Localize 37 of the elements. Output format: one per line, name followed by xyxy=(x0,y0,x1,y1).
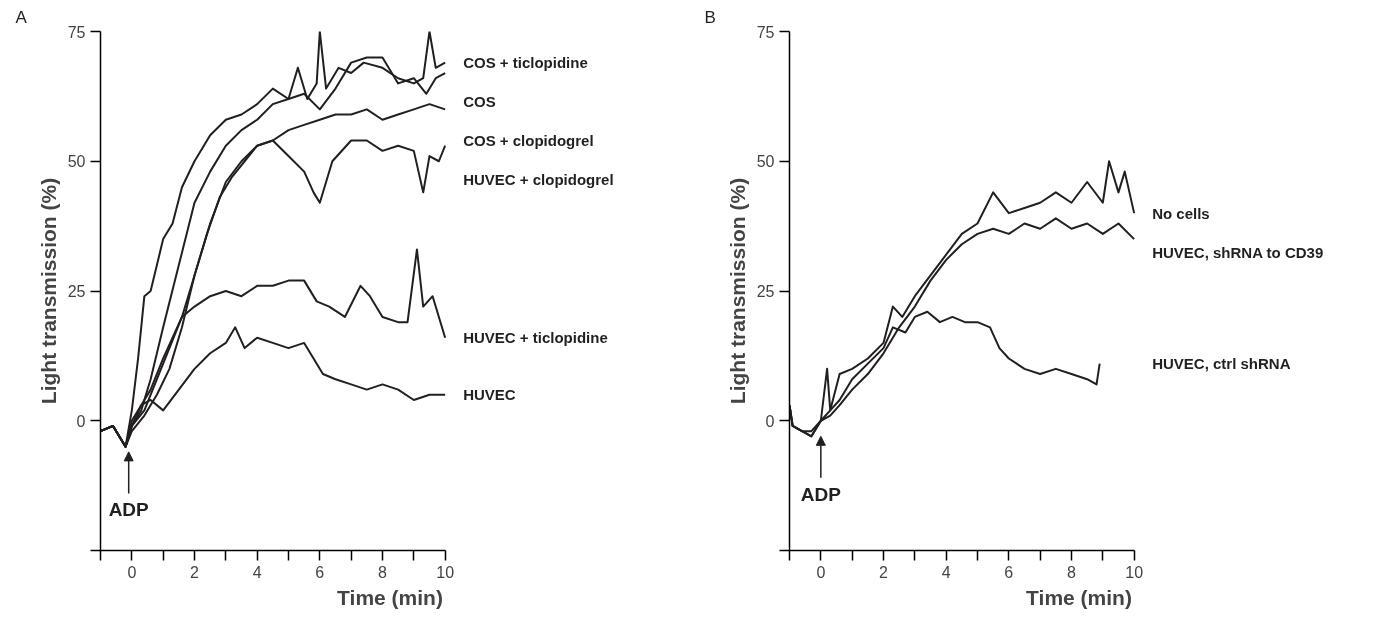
y-tick-label: 75 xyxy=(756,23,775,41)
text: HUVEC, ctrl shRNA xyxy=(1152,355,1291,373)
annotation: ADP xyxy=(800,483,842,505)
series-label: COS + ticlopidine xyxy=(463,54,588,72)
x-tick-label: 0 xyxy=(127,563,137,581)
x-axis-title: Time (min) xyxy=(1026,585,1132,609)
series-label: HUVEC, shRNA to CD39 xyxy=(1152,243,1324,261)
x-tick-label: 2 xyxy=(879,563,889,581)
x-tick-label: 8 xyxy=(1067,563,1077,581)
y-axis-title: Light transmission (%) xyxy=(725,177,749,405)
x-tick-label: 2 xyxy=(190,563,200,581)
x-tick-label: 10 xyxy=(1125,563,1144,581)
x-tick-label: 6 xyxy=(315,563,325,581)
y-tick-label: 0 xyxy=(76,412,86,430)
annotation: ADP xyxy=(108,499,150,521)
y-tick-label: 50 xyxy=(756,153,775,171)
y-tick-label: 75 xyxy=(67,23,86,41)
x-tick-label: 6 xyxy=(1004,563,1014,581)
chart-title: A xyxy=(15,7,28,27)
x-tick-label: 4 xyxy=(252,563,262,581)
y-tick-label: 50 xyxy=(67,153,86,171)
series-label: HUVEC xyxy=(463,386,516,404)
x-tick-label: 4 xyxy=(941,563,951,581)
y-tick-label: 25 xyxy=(67,283,86,300)
series-label: HUVEC + clopidogrel xyxy=(463,170,614,188)
series-label: COS xyxy=(463,93,496,111)
series-label: COS + clopidogrel xyxy=(463,131,594,149)
y-tick-label: 25 xyxy=(756,283,775,300)
series-label: No cells xyxy=(1152,204,1210,222)
y-tick-label: 0 xyxy=(765,412,775,430)
x-tick-label: 10 xyxy=(436,563,455,581)
series-label: HUVEC + ticlopidine xyxy=(463,329,608,347)
x-tick-label: 0 xyxy=(816,563,826,581)
y-axis-title: Light transmission (%) xyxy=(36,177,60,405)
chart-title: B xyxy=(704,7,716,27)
x-axis-title: Time (min) xyxy=(337,585,443,609)
x-tick-label: 8 xyxy=(378,563,388,581)
